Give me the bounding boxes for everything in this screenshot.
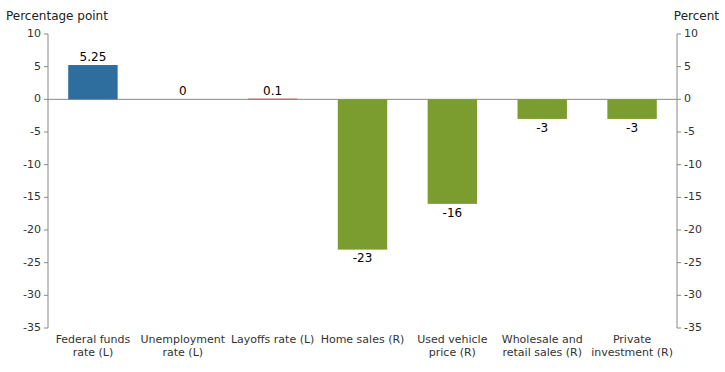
y-tick bbox=[44, 132, 48, 133]
x-tick-label: Home sales (R) bbox=[321, 333, 405, 346]
y2-tick bbox=[677, 66, 681, 67]
x-tick-label: Wholesale andretail sales (R) bbox=[502, 333, 583, 359]
y-tick-label: -35 bbox=[23, 321, 41, 334]
bar bbox=[607, 99, 656, 119]
y2-tick bbox=[677, 328, 681, 329]
bars bbox=[68, 65, 657, 250]
data-label: -23 bbox=[353, 251, 373, 265]
x-tick-label: Used vehicleprice (R) bbox=[417, 333, 487, 359]
y2-tick-label: -15 bbox=[684, 190, 702, 203]
y-tick bbox=[44, 295, 48, 296]
y2-tick-label: -35 bbox=[684, 321, 702, 334]
y2-tick-label: -30 bbox=[684, 288, 702, 301]
y-tick bbox=[44, 164, 48, 165]
y-tick bbox=[44, 230, 48, 231]
y-tick-label: -15 bbox=[23, 190, 41, 203]
y2-tick-label: 5 bbox=[684, 60, 691, 73]
y2-axis-line bbox=[677, 34, 678, 328]
x-tick-label: Layoffs rate (L) bbox=[231, 333, 314, 346]
y2-tick bbox=[677, 295, 681, 296]
chart: -35-30-25-20-15-10-50510-35-30-25-20-15-… bbox=[0, 0, 725, 372]
y2-tick bbox=[677, 132, 681, 133]
bar bbox=[248, 98, 297, 100]
y2-axis-label: Percent bbox=[674, 9, 719, 23]
y-tick bbox=[44, 34, 48, 35]
y-tick bbox=[44, 99, 48, 100]
y2-tick bbox=[677, 34, 681, 35]
y2-tick bbox=[677, 99, 681, 100]
data-label: -3 bbox=[626, 121, 638, 135]
y-tick-label: -5 bbox=[30, 125, 41, 138]
y-tick-label: -25 bbox=[23, 256, 41, 269]
y-axis-line bbox=[48, 34, 49, 328]
data-label: 5.25 bbox=[80, 50, 107, 64]
bar bbox=[338, 99, 387, 249]
y2-tick bbox=[677, 164, 681, 165]
x-tick-label: Unemploymentrate (L) bbox=[141, 333, 226, 359]
y2-tick-label: 10 bbox=[684, 27, 698, 40]
y-tick-label: 5 bbox=[34, 60, 41, 73]
data-label: 0.1 bbox=[263, 84, 282, 98]
y2-tick-label: -10 bbox=[684, 158, 702, 171]
bar bbox=[68, 65, 117, 99]
y2-tick-label: 0 bbox=[684, 92, 691, 105]
y-tick bbox=[44, 328, 48, 329]
y2-tick-label: -5 bbox=[684, 125, 695, 138]
y2-tick-label: -25 bbox=[684, 256, 702, 269]
bar bbox=[518, 99, 567, 119]
y-tick bbox=[44, 262, 48, 263]
bar bbox=[158, 99, 207, 100]
y2-tick bbox=[677, 262, 681, 263]
y-tick-label: -30 bbox=[23, 288, 41, 301]
y-tick-label: -20 bbox=[23, 223, 41, 236]
x-tick-label: Privateinvestment (R) bbox=[591, 333, 673, 359]
y-tick bbox=[44, 197, 48, 198]
y2-tick-label: -20 bbox=[684, 223, 702, 236]
y-tick-label: 0 bbox=[34, 92, 41, 105]
y-axis-label: Percentage point bbox=[6, 9, 108, 23]
y-tick-label: 10 bbox=[27, 27, 41, 40]
y2-tick bbox=[677, 197, 681, 198]
bar bbox=[428, 99, 477, 204]
y-tick-label: -10 bbox=[23, 158, 41, 171]
data-label: 0 bbox=[179, 84, 187, 98]
x-tick-label: Federal fundsrate (L) bbox=[56, 333, 131, 359]
y-tick bbox=[44, 66, 48, 67]
y2-tick bbox=[677, 230, 681, 231]
data-label: -3 bbox=[536, 121, 548, 135]
data-label: -16 bbox=[443, 206, 463, 220]
